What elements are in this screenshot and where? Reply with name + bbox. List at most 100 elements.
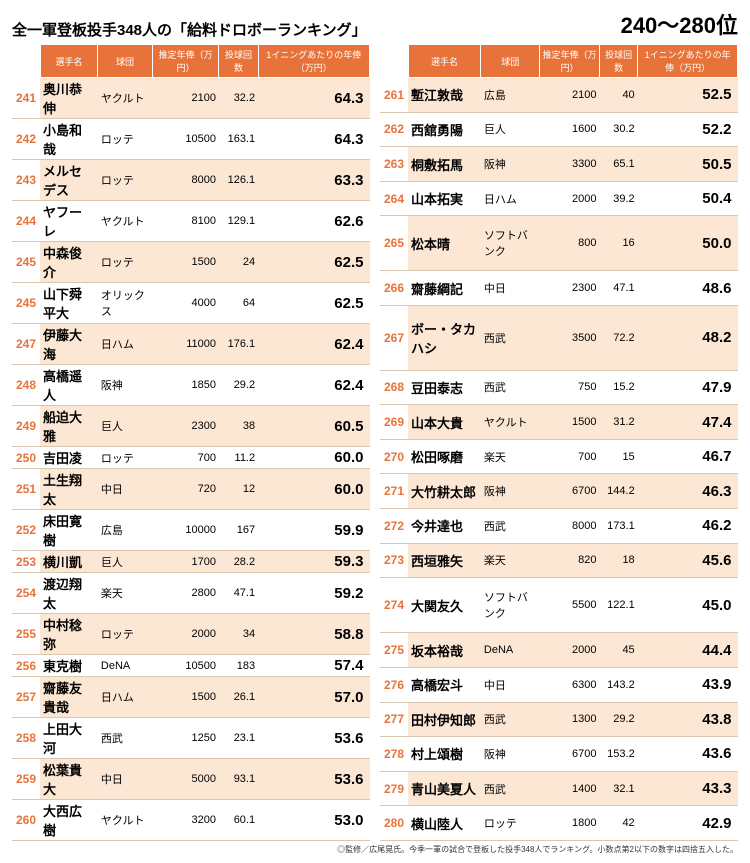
salary-cell: 3200 [152,800,219,841]
salary-cell: 800 [540,216,600,271]
team-cell: 中日 [98,759,152,800]
salary-cell: 2800 [152,573,219,614]
innings-cell: 167 [219,510,258,551]
value-cell: 47.9 [638,370,738,405]
rank-cell: 254 [12,573,40,614]
salary-cell: 700 [152,447,219,469]
value-cell: 60.0 [258,447,369,469]
ranking-table-right: 選手名 球団 推定年俸（万円） 投球回数 1イニングあたりの年俸（万円） 261… [380,44,738,841]
team-cell: 楽天 [481,543,540,578]
team-cell: ロッテ [98,614,152,655]
name-cell: 東克樹 [40,655,98,677]
table-row: 254渡辺翔太楽天280047.159.2 [12,573,370,614]
name-cell: 高橋遥人 [40,365,98,406]
rank-cell: 274 [380,578,408,633]
salary-cell: 2000 [152,614,219,655]
table-row: 266齋藤綱記中日230047.148.6 [380,271,738,306]
salary-cell: 5500 [540,578,600,633]
innings-cell: 29.2 [599,702,637,737]
col-team: 球団 [98,45,152,78]
rank-cell: 273 [380,543,408,578]
salary-cell: 6300 [540,667,600,702]
team-cell: 西武 [481,306,540,371]
innings-cell: 144.2 [599,474,637,509]
team-cell: 巨人 [98,551,152,573]
rank-cell: 248 [12,365,40,406]
team-cell: オリックス [98,283,152,324]
innings-cell: 15 [599,439,637,474]
name-cell: 高橋宏斗 [408,667,481,702]
salary-cell: 10500 [152,119,219,160]
innings-cell: 176.1 [219,324,258,365]
value-cell: 63.3 [258,160,369,201]
team-cell: 阪神 [98,365,152,406]
table-row: 244ヤフーレヤクルト8100129.162.6 [12,201,370,242]
value-cell: 53.0 [258,800,369,841]
name-cell: 床田寛樹 [40,510,98,551]
value-cell: 52.2 [638,112,738,147]
innings-cell: 32.2 [219,78,258,119]
name-cell: 西垣雅矢 [408,543,481,578]
name-cell: 大関友久 [408,578,481,633]
table-row: 268豆田泰志西武75015.247.9 [380,370,738,405]
rank-cell: 267 [380,306,408,371]
rank-cell: 275 [380,633,408,668]
team-cell: 西武 [98,718,152,759]
value-cell: 59.3 [258,551,369,573]
rank-cell: 255 [12,614,40,655]
team-cell: 中日 [481,271,540,306]
table-row: 275坂本裕哉DeNA20004544.4 [380,633,738,668]
salary-cell: 2100 [540,78,600,113]
name-cell: 山本拓実 [408,181,481,216]
table-row: 249船迫大雅巨人23003860.5 [12,406,370,447]
value-cell: 53.6 [258,759,369,800]
team-cell: 広島 [98,510,152,551]
team-cell: DeNA [481,633,540,668]
col-team: 球団 [481,45,540,78]
salary-cell: 2300 [540,271,600,306]
rank-cell: 278 [380,737,408,772]
rank-cell: 277 [380,702,408,737]
innings-cell: 32.1 [599,771,637,806]
rank-cell: 261 [380,78,408,113]
team-cell: ヤクルト [98,78,152,119]
innings-cell: 173.1 [599,509,637,544]
name-cell: 伊藤大海 [40,324,98,365]
value-cell: 50.0 [638,216,738,271]
value-cell: 52.5 [638,78,738,113]
innings-cell: 163.1 [219,119,258,160]
salary-cell: 1500 [152,242,219,283]
col-value: 1イニングあたりの年俸（万円） [638,45,738,78]
team-cell: 西武 [481,771,540,806]
table-row: 260大西広樹ヤクルト320060.153.0 [12,800,370,841]
value-cell: 45.0 [638,578,738,633]
col-innings: 投球回数 [219,45,258,78]
name-cell: 坂本裕哉 [408,633,481,668]
table-row: 263桐敷拓馬阪神330065.150.5 [380,147,738,182]
name-cell: 齋藤綱記 [408,271,481,306]
innings-cell: 31.2 [599,405,637,440]
salary-cell: 10500 [152,655,219,677]
table-row: 256東克樹DeNA1050018357.4 [12,655,370,677]
table-row: 279青山美夏人西武140032.143.3 [380,771,738,806]
name-cell: 渡辺翔太 [40,573,98,614]
value-cell: 48.2 [638,306,738,371]
team-cell: 日ハム [98,677,152,718]
page-title: 全一軍登板投手348人の「給料ドロボーランキング」 [12,19,367,40]
innings-cell: 45 [599,633,637,668]
table-row: 241奥川恭伸ヤクルト210032.264.3 [12,78,370,119]
name-cell: 中村稔弥 [40,614,98,655]
value-cell: 48.6 [638,271,738,306]
salary-cell: 3300 [540,147,600,182]
rank-cell: 258 [12,718,40,759]
salary-cell: 10000 [152,510,219,551]
rank-cell: 266 [380,271,408,306]
salary-cell: 8100 [152,201,219,242]
innings-cell: 39.2 [599,181,637,216]
table-row: 269山本大貴ヤクルト150031.247.4 [380,405,738,440]
rank-cell: 253 [12,551,40,573]
innings-cell: 18 [599,543,637,578]
name-cell: 船迫大雅 [40,406,98,447]
rank-cell: 245 [12,283,40,324]
team-cell: ヤクルト [481,405,540,440]
